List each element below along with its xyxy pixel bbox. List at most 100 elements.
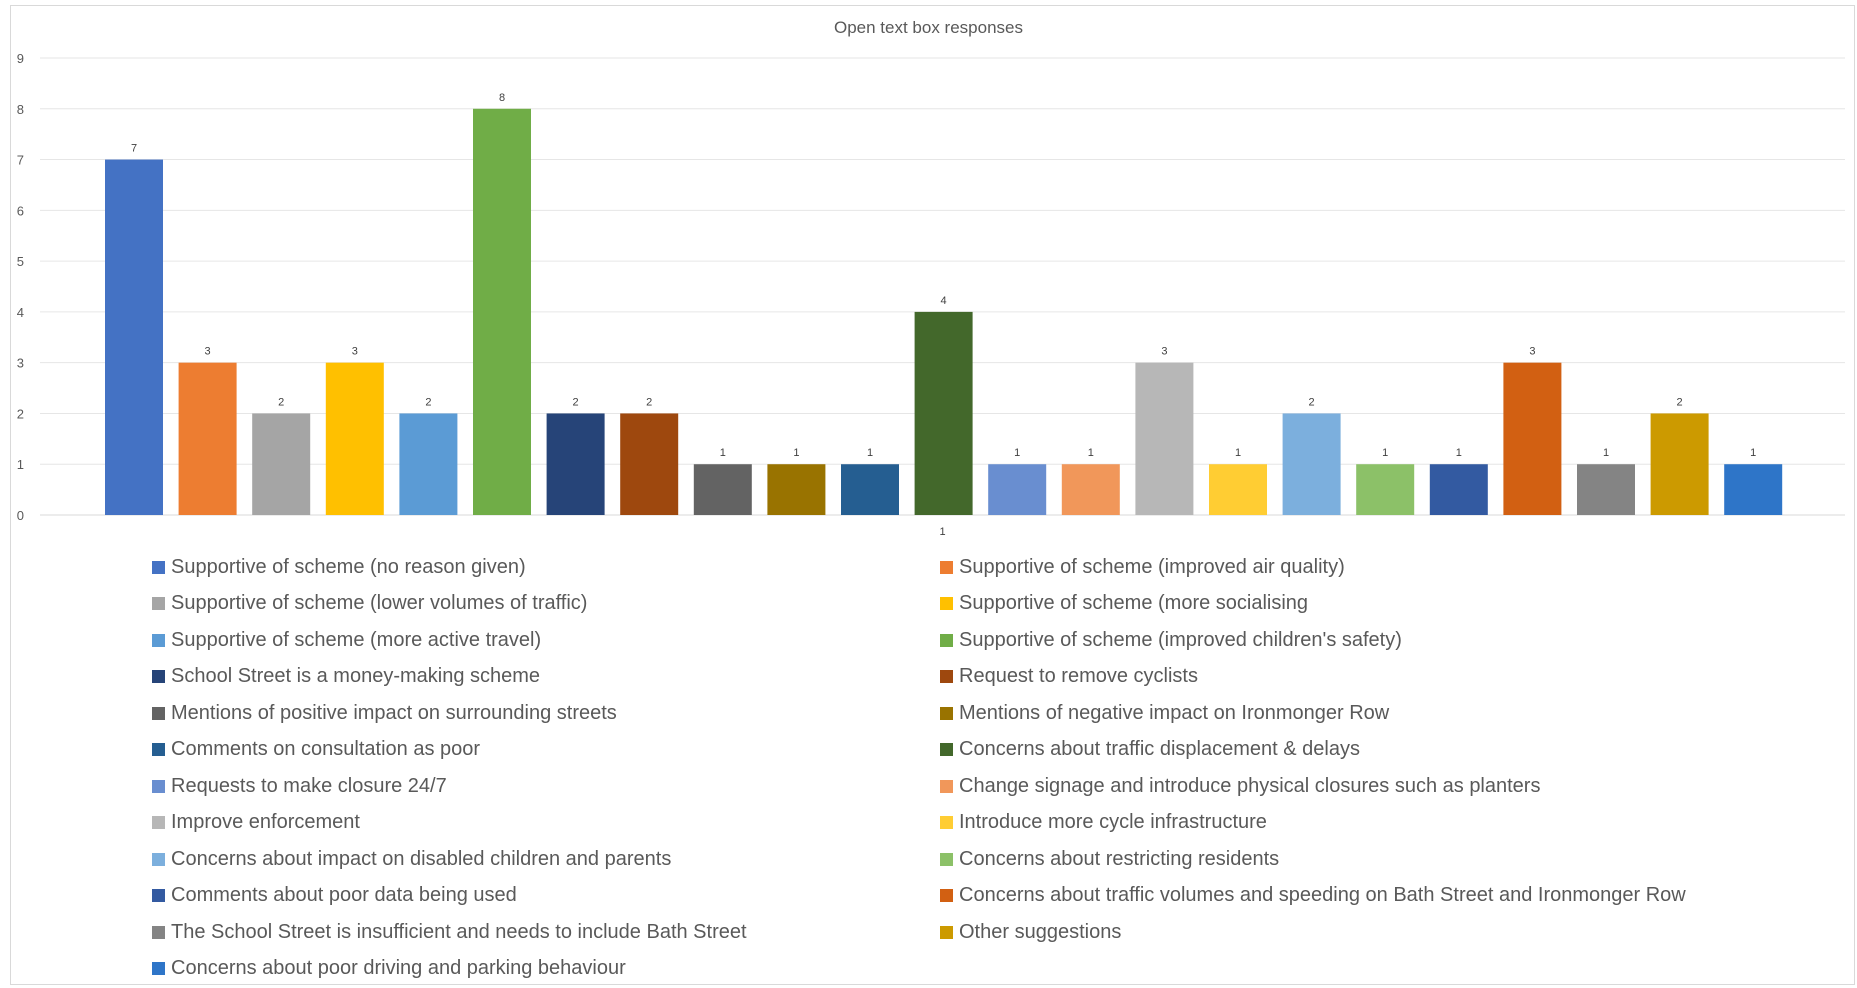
legend-item: Other suggestions bbox=[940, 914, 1832, 951]
bar bbox=[546, 413, 605, 515]
chart-legend: Supportive of scheme (no reason given) Su… bbox=[152, 549, 1832, 987]
legend-label: School Street is a money-making scheme bbox=[171, 665, 541, 688]
legend-swatch bbox=[940, 889, 953, 903]
legend-item: The School Street is insufficient and ne… bbox=[152, 914, 940, 951]
legend-swatch bbox=[940, 560, 953, 574]
legend-item: Mentions of positive impact on surroundi… bbox=[152, 695, 940, 732]
legend-label: Requests to make closure 24/7 bbox=[171, 774, 447, 797]
legend-swatch bbox=[940, 852, 953, 866]
bars bbox=[105, 108, 1783, 516]
legend-label: Supportive of scheme (improved air quali… bbox=[959, 555, 1345, 578]
legend-swatch bbox=[940, 743, 953, 757]
legend-item: Concerns about traffic volumes and speed… bbox=[940, 878, 1832, 915]
legend-swatch bbox=[152, 925, 165, 939]
bar bbox=[1724, 464, 1783, 515]
legend-swatch bbox=[152, 962, 165, 976]
data-label: 3 bbox=[352, 346, 358, 358]
legend-label: Introduce more cycle infrastructure bbox=[959, 811, 1267, 834]
x-axis-tick-labels: 1 bbox=[939, 526, 945, 538]
legend-swatch bbox=[152, 706, 165, 720]
chart-title: Open text box responses bbox=[833, 18, 1023, 37]
legend-item: Supportive of scheme (no reason given) bbox=[152, 549, 940, 586]
bar bbox=[473, 108, 531, 516]
legend-item: Comments on consultation as poor bbox=[152, 732, 940, 769]
legend-item: Mentions of negative impact on Ironmonge… bbox=[940, 695, 1832, 732]
bar bbox=[841, 464, 899, 515]
legend-item: Supportive of scheme (improved air quali… bbox=[940, 549, 1832, 586]
data-label: 2 bbox=[278, 396, 284, 408]
data-label: 1 bbox=[720, 447, 726, 459]
bar bbox=[693, 464, 752, 515]
legend-label: Comments on consultation as poor bbox=[171, 738, 481, 761]
legend-label: Comments about poor data being used bbox=[171, 884, 517, 907]
legend-label: Concerns about traffic volumes and speed… bbox=[959, 884, 1686, 907]
data-label: 2 bbox=[573, 396, 579, 408]
legend-swatch bbox=[940, 925, 953, 939]
legend-swatch bbox=[152, 779, 165, 793]
bar bbox=[1061, 464, 1120, 515]
legend-label: Concerns about poor driving and parking … bbox=[171, 957, 626, 980]
legend-label: Concerns about impact on disabled childr… bbox=[171, 847, 672, 870]
legend-label: Supportive of scheme (lower volumes of t… bbox=[171, 592, 588, 615]
bar bbox=[988, 464, 1047, 515]
legend-item: Introduce more cycle infrastructure bbox=[940, 805, 1832, 842]
y-tick-label: 3 bbox=[17, 356, 24, 371]
y-tick-label: 0 bbox=[17, 508, 24, 523]
bar bbox=[1282, 413, 1341, 515]
legend-label: Request to remove cyclists bbox=[959, 665, 1198, 688]
data-label: 1 bbox=[1235, 447, 1241, 459]
y-tick-label: 4 bbox=[17, 305, 24, 320]
data-label: 3 bbox=[1529, 346, 1535, 358]
data-label: 8 bbox=[499, 92, 505, 104]
legend-label: Change signage and introduce physical cl… bbox=[959, 774, 1541, 797]
legend-item: Supportive of scheme (improved children'… bbox=[940, 622, 1832, 659]
y-tick-label: 8 bbox=[17, 102, 24, 117]
bar bbox=[178, 362, 237, 515]
legend-item: Concerns about impact on disabled childr… bbox=[152, 841, 940, 878]
bar bbox=[620, 413, 679, 515]
data-labels: 7 3 2 3 2 8 2 2 1 1 1 4 1 1 3 1 2 1 1 3 1 2 1 bbox=[131, 92, 1756, 459]
bar-chart: 0 1 2 3 4 5 6 7 8 9 7 3 2 3 2 8 2 2 1 1 1 4 1 1 3 1 2 1 1 3 1 2 1 1 bbox=[17, 51, 1845, 538]
data-label: 7 bbox=[131, 143, 137, 155]
legend-label: Supportive of scheme (improved children'… bbox=[959, 628, 1402, 651]
y-tick-label: 9 bbox=[17, 51, 24, 66]
legend-item: Concerns about poor driving and parking … bbox=[152, 951, 940, 988]
data-label: 1 bbox=[867, 447, 873, 459]
legend-label: The School Street is insufficient and ne… bbox=[171, 920, 747, 943]
legend-swatch bbox=[152, 852, 165, 866]
bar bbox=[1650, 413, 1709, 515]
bar bbox=[252, 413, 311, 515]
x-tick-label: 1 bbox=[939, 526, 945, 538]
legend-swatch bbox=[940, 706, 953, 720]
bar bbox=[1577, 464, 1635, 515]
bar bbox=[399, 413, 458, 515]
legend-swatch bbox=[152, 670, 165, 684]
y-tick-label: 1 bbox=[17, 457, 24, 472]
data-label: 4 bbox=[941, 295, 947, 307]
legend-item: Supportive of scheme (more active travel… bbox=[152, 622, 940, 659]
bar bbox=[1135, 362, 1194, 515]
legend-swatch bbox=[152, 597, 165, 611]
data-label: 3 bbox=[205, 346, 211, 358]
bar bbox=[1429, 464, 1488, 515]
bar bbox=[1356, 464, 1415, 515]
legend-label: Supportive of scheme (more active travel… bbox=[171, 628, 542, 651]
legend-item: Comments about poor data being used bbox=[152, 878, 940, 915]
legend-item: Supportive of scheme (more socialising bbox=[940, 586, 1832, 623]
legend-item: Supportive of scheme (lower volumes of t… bbox=[152, 586, 940, 623]
bar bbox=[1503, 362, 1562, 515]
data-label: 1 bbox=[1456, 447, 1462, 459]
legend-swatch bbox=[152, 889, 165, 903]
y-tick-label: 7 bbox=[17, 153, 24, 168]
legend-swatch bbox=[940, 633, 953, 647]
legend-swatch bbox=[152, 743, 165, 757]
legend-item: Change signage and introduce physical cl… bbox=[940, 768, 1832, 805]
legend-label: Improve enforcement bbox=[171, 811, 360, 834]
data-label: 1 bbox=[1382, 447, 1388, 459]
bar bbox=[105, 159, 163, 516]
data-label: 1 bbox=[1014, 447, 1020, 459]
bar bbox=[767, 464, 826, 515]
legend-item: Improve enforcement bbox=[152, 805, 940, 842]
data-label: 1 bbox=[1088, 447, 1094, 459]
legend-item: School Street is a money-making scheme bbox=[152, 659, 940, 696]
